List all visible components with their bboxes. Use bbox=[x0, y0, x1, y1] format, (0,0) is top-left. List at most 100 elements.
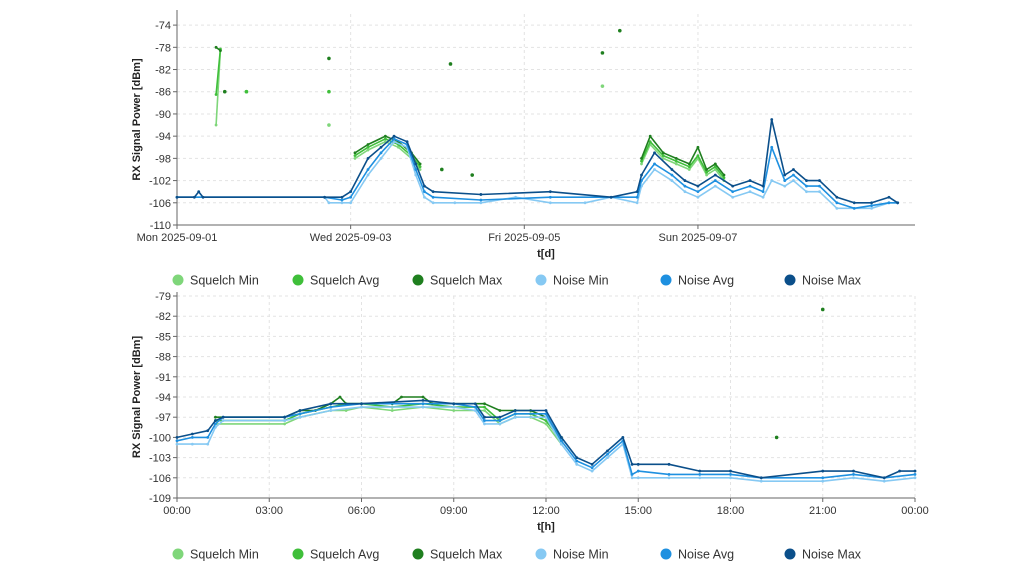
legend-item-squelch-max[interactable]: Squelch Max bbox=[412, 548, 504, 562]
data-point bbox=[759, 479, 763, 483]
legend-marker-icon bbox=[784, 548, 796, 560]
y-tick-label: -91 bbox=[155, 372, 171, 384]
legend-item-squelch-min[interactable]: Squelch Min bbox=[172, 274, 259, 288]
legend-label: Noise Avg bbox=[678, 548, 734, 562]
legend-label: Squelch Min bbox=[190, 548, 259, 562]
data-point bbox=[423, 184, 426, 188]
data-point bbox=[327, 201, 331, 205]
y-tick-label: -100 bbox=[149, 432, 171, 444]
data-point bbox=[452, 409, 456, 412]
y-tick-label: -94 bbox=[155, 131, 171, 143]
data-point bbox=[670, 168, 674, 171]
data-point bbox=[821, 476, 825, 480]
data-point bbox=[298, 415, 302, 419]
data-point bbox=[327, 89, 331, 94]
legend-item-noise-max[interactable]: Noise Max bbox=[784, 548, 862, 562]
y-tick-label: -103 bbox=[149, 453, 171, 465]
data-point bbox=[687, 162, 691, 166]
data-point bbox=[473, 409, 477, 412]
data-point bbox=[283, 422, 287, 426]
data-point bbox=[383, 137, 387, 141]
data-point bbox=[667, 476, 671, 480]
data-point bbox=[722, 173, 726, 177]
legend-item-noise-min[interactable]: Noise Min bbox=[535, 548, 609, 562]
data-point bbox=[713, 173, 717, 177]
data-point bbox=[349, 201, 353, 205]
data-point bbox=[366, 143, 370, 146]
data-point bbox=[729, 469, 732, 473]
data-point bbox=[783, 179, 787, 182]
legend-item-noise-min[interactable]: Noise Min bbox=[535, 274, 609, 288]
y-axis-title: RX Signal Power [dBm] bbox=[131, 58, 143, 181]
data-point bbox=[453, 201, 457, 205]
data-point bbox=[379, 145, 383, 149]
data-point bbox=[674, 156, 678, 160]
data-point bbox=[392, 134, 396, 138]
legend-marker-icon bbox=[412, 548, 424, 560]
data-point bbox=[670, 173, 674, 177]
data-point bbox=[648, 134, 652, 138]
data-point bbox=[338, 395, 342, 399]
data-point bbox=[366, 168, 370, 171]
data-point bbox=[674, 159, 678, 163]
data-point bbox=[559, 439, 563, 443]
x-tick-label: 21:00 bbox=[809, 505, 837, 517]
data-point bbox=[820, 307, 825, 312]
data-point bbox=[870, 201, 873, 205]
legend-label: Squelch Max bbox=[430, 548, 503, 562]
data-point bbox=[600, 51, 605, 55]
data-point bbox=[630, 476, 634, 480]
data-point bbox=[175, 442, 179, 446]
hourly-chart-legend[interactable]: Squelch Min Squelch Avg Squelch Max Noise M… bbox=[172, 548, 862, 562]
y-tick-label: -74 bbox=[155, 20, 171, 32]
data-point bbox=[479, 201, 483, 205]
data-point bbox=[379, 151, 383, 155]
data-point bbox=[214, 419, 217, 422]
legend-item-noise-avg[interactable]: Noise Avg bbox=[660, 274, 735, 288]
data-point bbox=[214, 415, 217, 419]
data-point bbox=[175, 439, 179, 443]
data-point bbox=[640, 156, 643, 160]
data-point bbox=[683, 190, 687, 194]
data-point bbox=[818, 184, 821, 188]
data-point bbox=[696, 184, 700, 188]
data-point bbox=[705, 168, 709, 171]
data-point bbox=[698, 473, 702, 476]
data-point bbox=[600, 84, 605, 88]
data-point bbox=[452, 402, 456, 406]
legend-marker-icon bbox=[660, 274, 672, 286]
x-tick-label: Mon 2025-09-01 bbox=[137, 232, 218, 244]
data-point bbox=[670, 179, 674, 182]
legend-label: Squelch Max bbox=[430, 274, 503, 288]
series-line bbox=[176, 399, 915, 479]
data-point bbox=[713, 184, 717, 188]
legend-item-squelch-avg[interactable]: Squelch Avg bbox=[292, 548, 380, 562]
legend-item-squelch-avg[interactable]: Squelch Avg bbox=[292, 274, 380, 288]
data-point bbox=[590, 462, 594, 466]
x-tick-label: Fri 2025-09-05 bbox=[488, 232, 560, 244]
data-point bbox=[661, 154, 665, 157]
data-point bbox=[731, 190, 735, 194]
legend-item-squelch-max[interactable]: Squelch Max bbox=[412, 274, 504, 288]
legend-marker-icon bbox=[660, 548, 672, 560]
y-tick-label: -82 bbox=[155, 65, 171, 77]
legend-item-noise-max[interactable]: Noise Max bbox=[784, 274, 862, 288]
legend-item-squelch-min[interactable]: Squelch Min bbox=[172, 548, 259, 562]
data-point bbox=[882, 476, 886, 480]
y-tick-label: -79 bbox=[155, 291, 171, 303]
data-point bbox=[197, 190, 201, 194]
data-point bbox=[470, 173, 475, 177]
data-point bbox=[421, 405, 425, 409]
data-point bbox=[283, 415, 287, 419]
data-point bbox=[421, 398, 425, 402]
data-point bbox=[513, 412, 517, 416]
series-noise-min bbox=[175, 140, 900, 210]
legend-marker-icon bbox=[172, 548, 184, 560]
daily-chart-legend[interactable]: Squelch Min Squelch Avg Squelch Max Noise M… bbox=[172, 274, 862, 288]
data-point bbox=[731, 195, 735, 199]
data-point bbox=[483, 402, 486, 406]
legend-item-noise-avg[interactable]: Noise Avg bbox=[660, 548, 735, 562]
data-point bbox=[770, 179, 774, 182]
data-point bbox=[705, 173, 709, 177]
data-point bbox=[414, 173, 418, 177]
